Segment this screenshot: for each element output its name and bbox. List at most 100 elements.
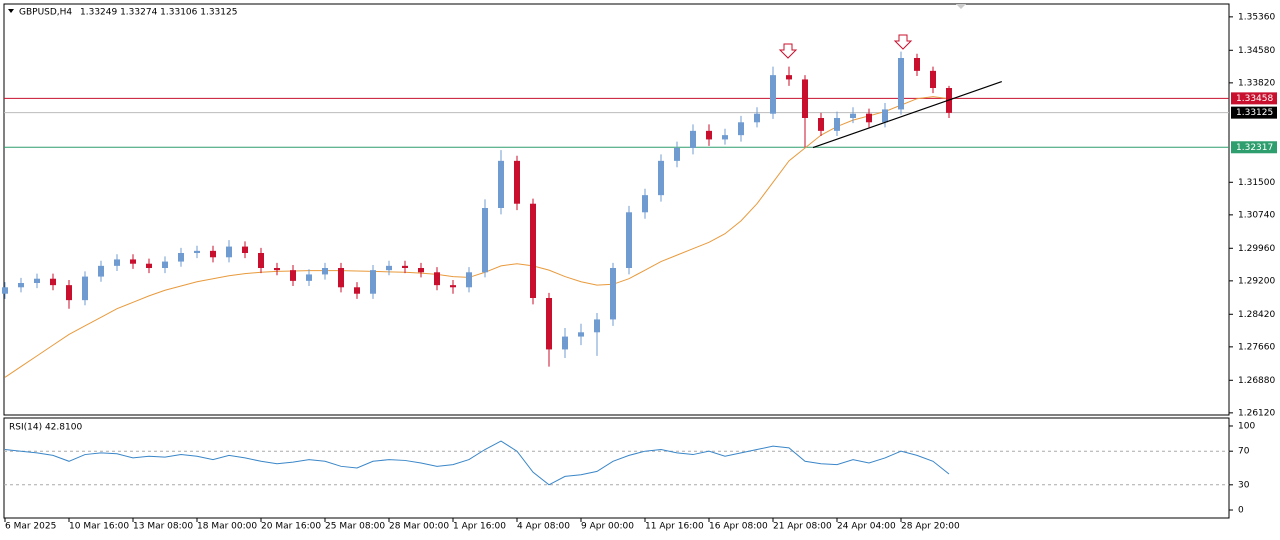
candle-body xyxy=(674,148,680,161)
candle-body xyxy=(178,253,184,262)
candle-body xyxy=(738,122,744,136)
level-label: 1.33125 xyxy=(1236,108,1273,118)
candle-body xyxy=(770,75,776,114)
candle-body xyxy=(562,336,568,350)
candle-body xyxy=(450,285,456,288)
y-tick-label: 1.34580 xyxy=(1238,46,1275,56)
candle-body xyxy=(514,160,520,204)
level-label: 1.32317 xyxy=(1236,143,1273,153)
x-tick-label: 28 Apr 20:00 xyxy=(901,522,960,532)
candle-body xyxy=(34,278,40,283)
candle-body xyxy=(786,75,792,80)
y-tick-label: 70 xyxy=(1238,447,1250,457)
candle-body xyxy=(802,79,808,118)
rsi-panel xyxy=(3,417,1230,519)
candle-body xyxy=(530,203,536,298)
candle-body xyxy=(434,272,440,286)
candle-body xyxy=(754,113,760,123)
candle-body xyxy=(114,259,120,266)
level-box xyxy=(1231,141,1277,154)
candle-body xyxy=(578,332,584,337)
rsi-line xyxy=(4,440,950,486)
candle-body xyxy=(242,246,248,253)
down-arrow xyxy=(893,34,913,50)
candle-body xyxy=(226,246,232,258)
candle-body xyxy=(930,70,936,88)
candle-body xyxy=(290,270,296,281)
candle-body xyxy=(306,274,312,281)
candle-body xyxy=(626,212,632,268)
candle-body xyxy=(882,109,888,123)
candle-body xyxy=(594,319,600,333)
candle-body xyxy=(690,130,696,148)
candle-body xyxy=(258,253,264,268)
x-tick-label: 16 Apr 08:00 xyxy=(709,522,768,532)
y-tick-label: 1.28420 xyxy=(1238,310,1275,320)
candle-body xyxy=(834,118,840,131)
y-tick-label: 1.29960 xyxy=(1238,244,1275,254)
candle-body xyxy=(898,58,904,110)
main-panel xyxy=(3,3,1230,416)
x-tick-label: 21 Apr 08:00 xyxy=(773,522,832,532)
x-tick-label: 11 Apr 16:00 xyxy=(645,522,704,532)
candle-body xyxy=(66,285,72,301)
candle-body xyxy=(338,268,344,288)
x-tick-label: 28 Mar 00:00 xyxy=(389,522,449,532)
level-box xyxy=(1231,92,1277,105)
x-tick-label: 18 Mar 00:00 xyxy=(197,522,257,532)
candle-body xyxy=(706,130,712,140)
candle-body xyxy=(546,298,552,350)
rsi-title: RSI(14) 42.8100 xyxy=(9,423,82,433)
candle-body xyxy=(642,195,648,213)
candle-body xyxy=(130,259,136,264)
y-tick-label: 100 xyxy=(1238,421,1255,431)
x-tick-label: 9 Apr 00:00 xyxy=(581,522,634,532)
candle-body xyxy=(610,268,616,320)
y-tick-label: 1.31500 xyxy=(1238,178,1275,188)
quote: 1.33249 1.33274 1.33106 1.33125 xyxy=(80,8,237,18)
y-tick-label: 30 xyxy=(1238,480,1250,490)
x-tick-label: 1 Apr 16:00 xyxy=(453,522,506,532)
shift-marker xyxy=(956,4,966,9)
y-tick-label: 1.29200 xyxy=(1238,276,1275,286)
candle-body xyxy=(722,135,728,140)
candle-body xyxy=(418,268,424,273)
candle-body xyxy=(146,263,152,268)
x-tick-label: 13 Mar 08:00 xyxy=(133,522,193,532)
y-tick-label: 1.33820 xyxy=(1238,78,1275,88)
y-tick-label: 1.35360 xyxy=(1238,12,1275,22)
symbol: GBPUSD,H4 xyxy=(19,8,72,18)
candle-body xyxy=(322,268,328,275)
x-tick-label: 10 Mar 16:00 xyxy=(69,522,129,532)
candle-body xyxy=(274,268,280,271)
candle-body xyxy=(370,270,376,294)
candle-body xyxy=(466,272,472,288)
trendline xyxy=(812,81,1002,149)
x-tick-label: 20 Mar 16:00 xyxy=(261,522,321,532)
x-tick-label: 6 Mar 2025 xyxy=(5,522,56,532)
candle-body xyxy=(498,160,504,208)
candle-body xyxy=(82,276,88,301)
y-tick-label: 1.26120 xyxy=(1238,408,1275,418)
candle-body xyxy=(354,287,360,294)
candle-body xyxy=(18,283,24,288)
candle-body xyxy=(850,113,856,118)
candle-body xyxy=(386,265,392,271)
candle-body xyxy=(194,250,200,253)
y-tick-label: 0 xyxy=(1238,506,1244,516)
candle-body xyxy=(658,160,664,196)
candle-body xyxy=(2,287,8,294)
candle-body xyxy=(818,118,824,131)
candle-body xyxy=(402,265,408,268)
candle-body xyxy=(210,250,216,258)
candle-body xyxy=(98,265,104,277)
candle-body xyxy=(482,208,488,273)
level-label: 1.33458 xyxy=(1236,94,1273,104)
down-arrow xyxy=(778,43,798,59)
moving-average xyxy=(4,96,950,378)
y-tick-label: 1.26880 xyxy=(1238,376,1275,386)
x-tick-label: 25 Mar 08:00 xyxy=(325,522,385,532)
menu-arrow[interactable] xyxy=(8,9,14,13)
level-box xyxy=(1231,106,1277,119)
